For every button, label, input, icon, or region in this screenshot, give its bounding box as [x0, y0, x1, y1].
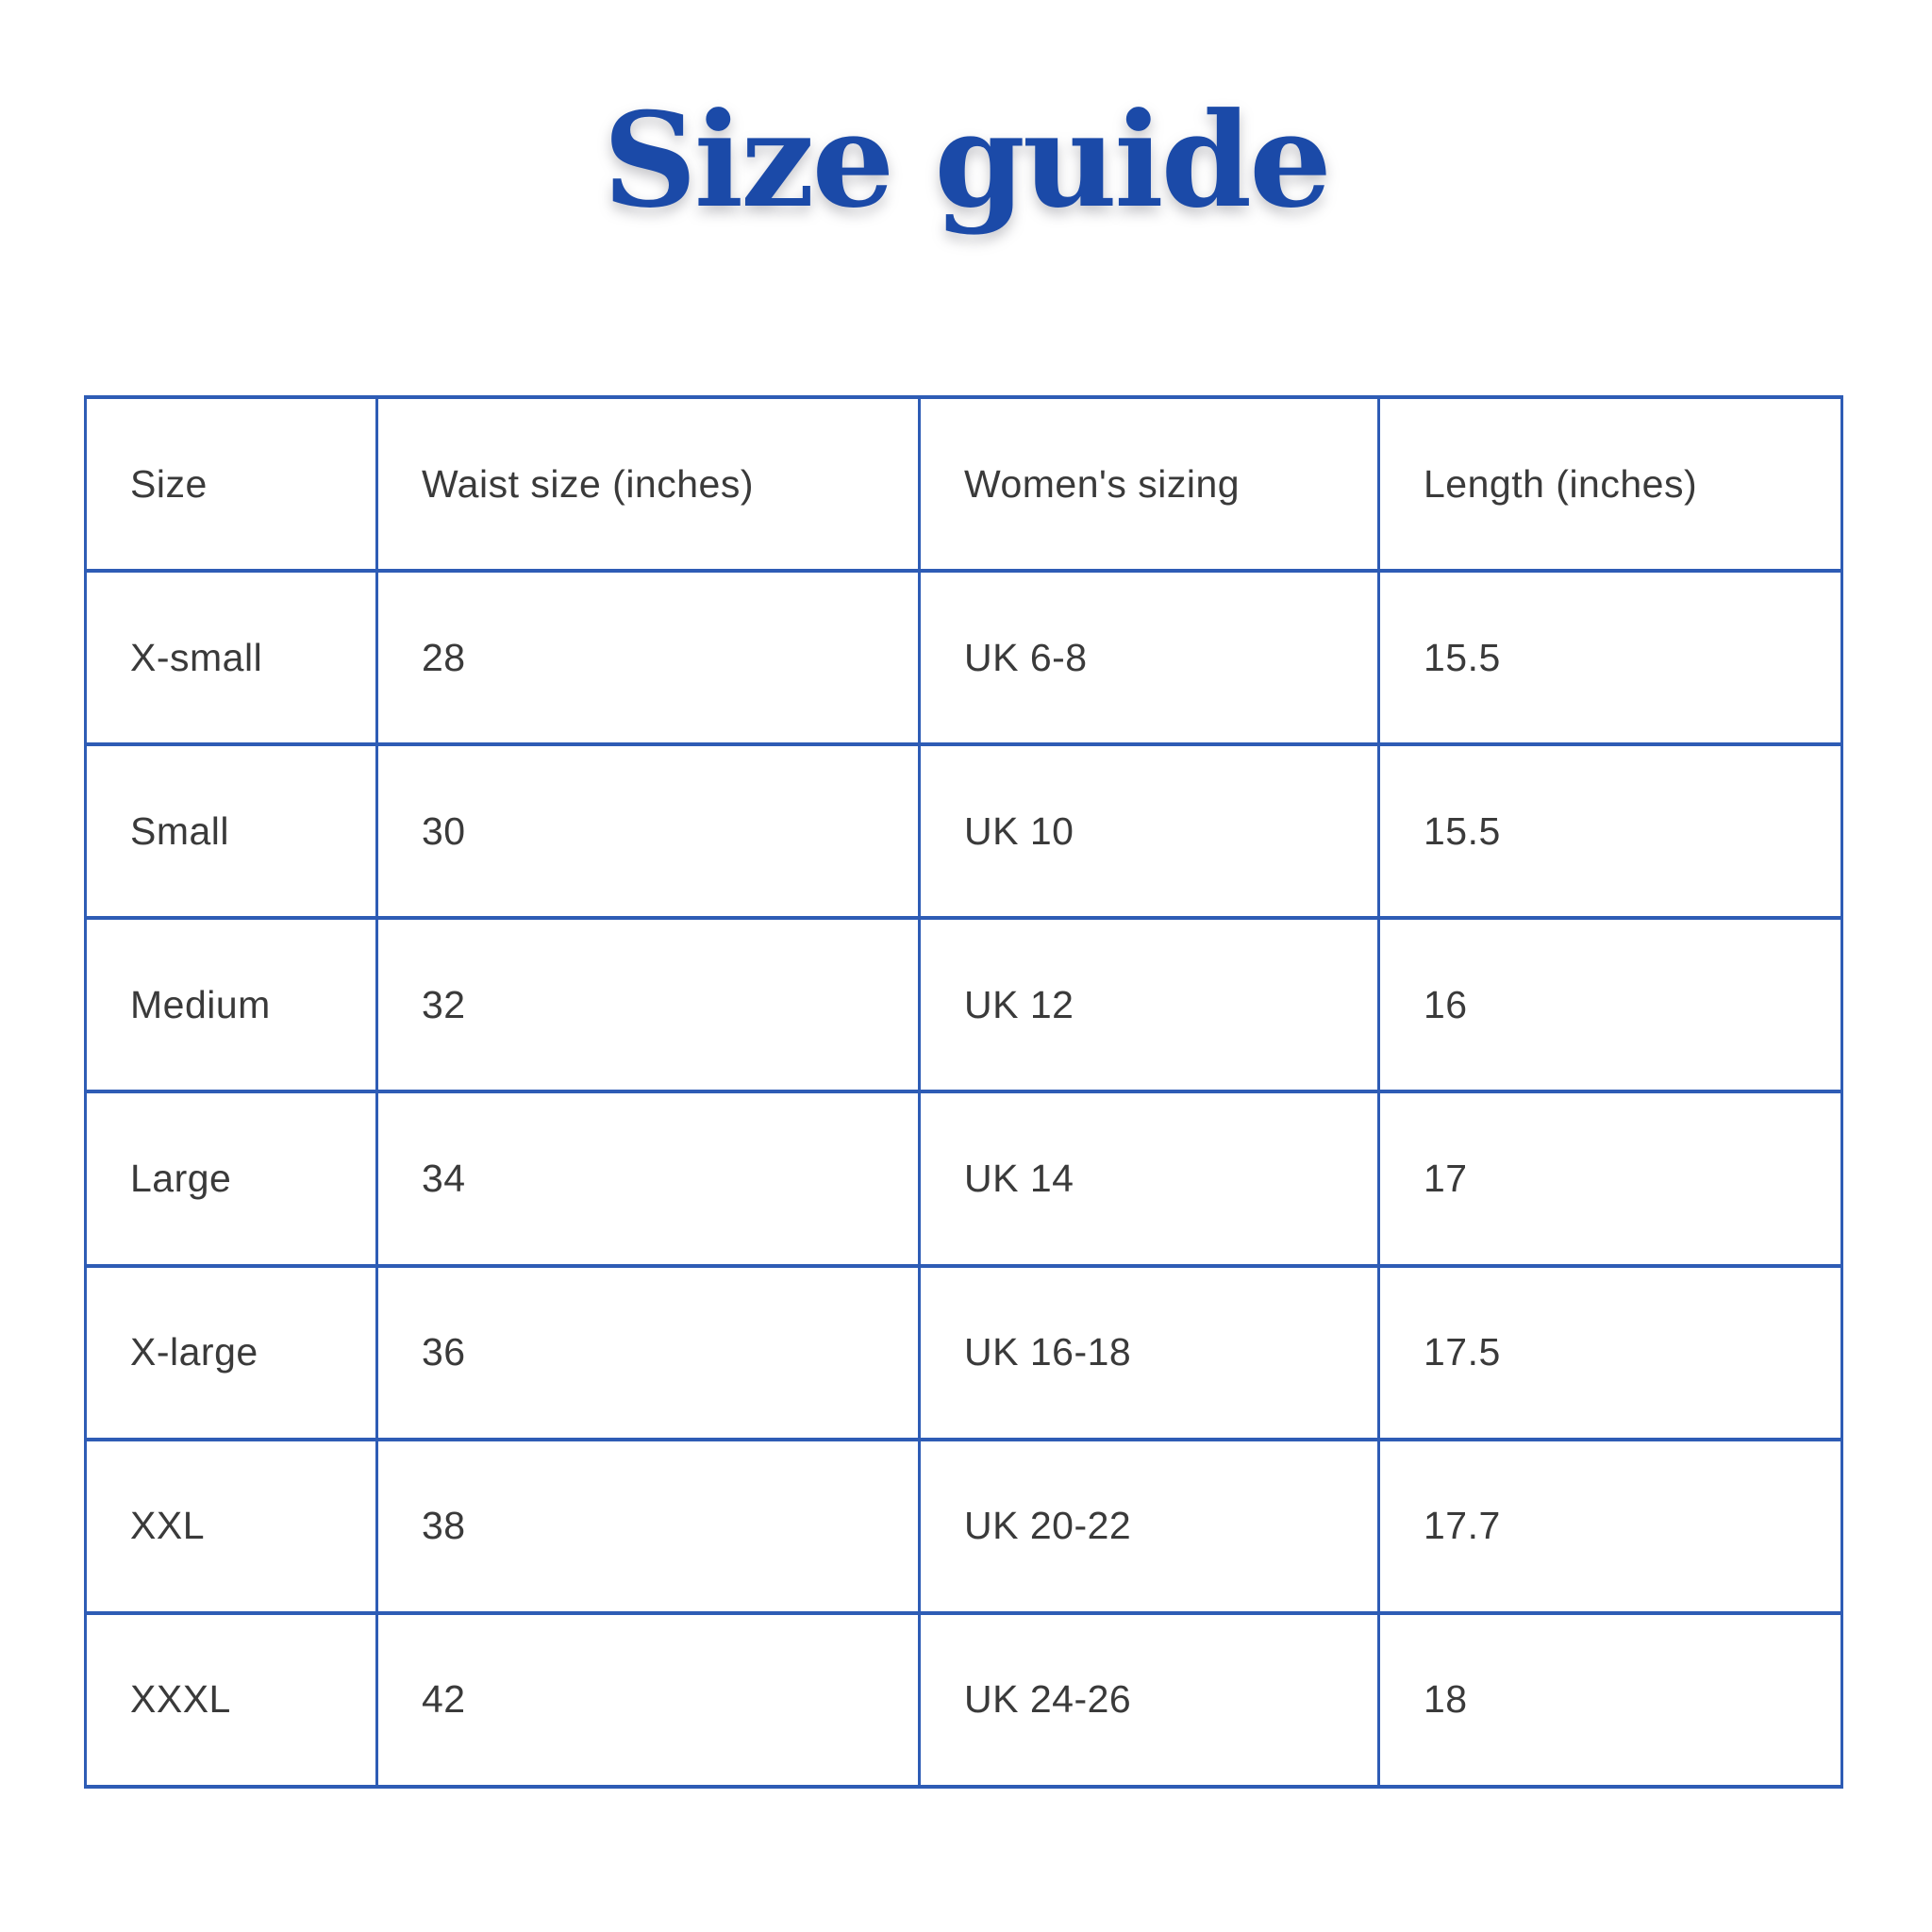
- table-row: X-small 28 UK 6-8 15.5: [84, 568, 1843, 747]
- table-cell: Medium: [84, 916, 378, 1094]
- table-cell: X-small: [84, 568, 378, 747]
- table-cell: 17.7: [1377, 1437, 1843, 1615]
- table-cell: UK 6-8: [918, 568, 1380, 747]
- table-cell: 17.5: [1377, 1263, 1843, 1441]
- table-cell: X-large: [84, 1263, 378, 1441]
- table-cell: UK 10: [918, 742, 1380, 921]
- header-row: Size Waist size (inches) Women's sizing Len…: [84, 395, 1843, 573]
- table-cell: 32: [375, 916, 921, 1094]
- table-cell: UK 20-22: [918, 1437, 1380, 1615]
- table-body: X-small 28 UK 6-8 15.5 Small 30 UK 10 15.5 Mediu…: [84, 568, 1843, 1790]
- table-cell: 17: [1377, 1090, 1843, 1268]
- column-header: Length (inches): [1377, 395, 1843, 573]
- table-cell: UK 24-26: [918, 1610, 1380, 1790]
- table-cell: Small: [84, 742, 378, 921]
- table-cell: 15.5: [1377, 568, 1843, 747]
- table-cell: 38: [375, 1437, 921, 1615]
- table-cell: 28: [375, 568, 921, 747]
- table-cell: 18: [1377, 1610, 1843, 1790]
- table-cell: 34: [375, 1090, 921, 1268]
- table-row: Medium 32 UK 12 16: [84, 916, 1843, 1094]
- table-cell: XXL: [84, 1437, 378, 1615]
- table-row: XXL 38 UK 20-22 17.7: [84, 1437, 1843, 1615]
- table-row: Small 30 UK 10 15.5: [84, 742, 1843, 921]
- page-title: Size guide: [603, 83, 1332, 237]
- table-cell: UK 16-18: [918, 1263, 1380, 1441]
- table-header: Size Waist size (inches) Women's sizing Len…: [84, 395, 1843, 573]
- table-cell: UK 12: [918, 916, 1380, 1094]
- table-row: X-large 36 UK 16-18 17.5: [84, 1263, 1843, 1441]
- table-cell: XXXL: [84, 1610, 378, 1790]
- table-cell: 30: [375, 742, 921, 921]
- size-guide-table: Size Waist size (inches) Women's sizing Len…: [84, 395, 1843, 1790]
- table-cell: 16: [1377, 916, 1843, 1094]
- table-cell: UK 14: [918, 1090, 1380, 1268]
- table-row: XXXL 42 UK 24-26 18: [84, 1610, 1843, 1790]
- column-header: Waist size (inches): [375, 395, 921, 573]
- table-cell: 15.5: [1377, 742, 1843, 921]
- table-row: Large 34 UK 14 17: [84, 1090, 1843, 1268]
- table-cell: Large: [84, 1090, 378, 1268]
- column-header: Size: [84, 395, 378, 573]
- column-header: Women's sizing: [918, 395, 1380, 573]
- table-cell: 36: [375, 1263, 921, 1441]
- table-cell: 42: [375, 1610, 921, 1790]
